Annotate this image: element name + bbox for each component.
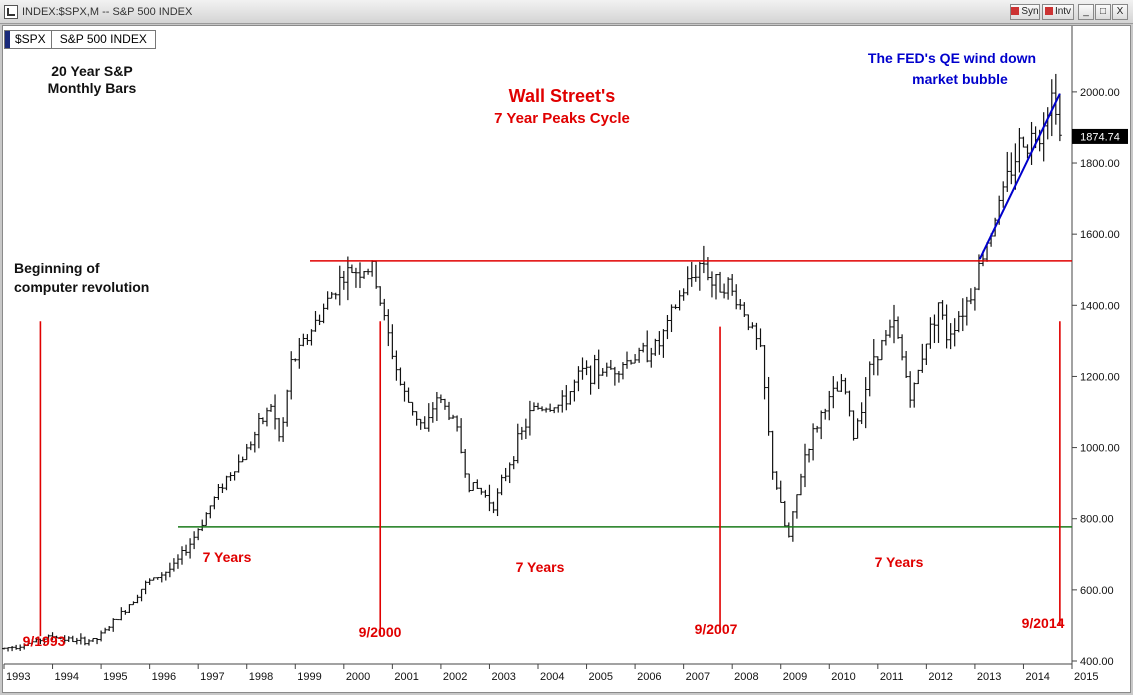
x-tick-label: 1995	[103, 671, 127, 683]
x-tick-label: 2012	[928, 671, 952, 683]
x-tick-label: 2001	[394, 671, 418, 683]
chart-note-line2: Monthly Bars	[48, 80, 137, 96]
interval-indicator-icon	[1044, 7, 1053, 15]
x-tick-label: 1999	[297, 671, 321, 683]
cycle-label-1: 7 Years	[203, 549, 252, 565]
y-tick-label: 2000.00	[1080, 87, 1120, 99]
computer-annotation-line2: computer revolution	[14, 279, 149, 295]
x-tick-label: 2000	[346, 671, 370, 683]
peak-label-2014: 9/2014	[1022, 615, 1065, 631]
x-tick-label: 1997	[200, 671, 224, 683]
chart-frame	[2, 25, 1131, 693]
x-tick-label: 2003	[491, 671, 515, 683]
peak-label-1993: 9/1993	[23, 633, 66, 649]
x-tick-label: 2015	[1074, 671, 1098, 683]
last-price-value: 1874.74	[1080, 131, 1120, 143]
symbol-ticker: $SPX	[10, 31, 52, 48]
x-tick-label: 2005	[589, 671, 613, 683]
x-tick-label: 2011	[880, 671, 904, 683]
x-tick-label: 2013	[977, 671, 1001, 683]
qe-annotation-line2: market bubble	[912, 71, 1008, 87]
x-tick-label: 2007	[686, 671, 710, 683]
y-tick-label: 1000.00	[1080, 443, 1120, 455]
symbol-name: S&P 500 INDEX	[59, 32, 147, 46]
x-tick-label: 1993	[6, 671, 30, 683]
minimize-button[interactable]: _	[1078, 4, 1094, 20]
maximize-button[interactable]: □	[1095, 4, 1111, 20]
x-tick-label: 1998	[249, 671, 273, 683]
x-tick-label: 2002	[443, 671, 467, 683]
chart-note-line1: 20 Year S&P	[51, 63, 132, 79]
y-tick-label: 400.00	[1080, 656, 1114, 668]
y-tick-label: 1600.00	[1080, 229, 1120, 241]
y-tick-label: 800.00	[1080, 514, 1114, 526]
x-tick-label: 2008	[734, 671, 758, 683]
chart-subtitle: 7 Year Peaks Cycle	[494, 110, 630, 127]
y-tick-label: 600.00	[1080, 585, 1114, 597]
window-title: INDEX:$SPX,M -- S&P 500 INDEX	[22, 6, 193, 18]
peak-label-2007: 9/2007	[695, 621, 738, 637]
x-tick-label: 2010	[831, 671, 855, 683]
chart-app-icon	[4, 5, 18, 19]
cycle-label-2: 7 Years	[516, 559, 565, 575]
x-tick-label: 1994	[55, 671, 79, 683]
close-button[interactable]: X	[1112, 4, 1128, 20]
chart-title: Wall Street's	[509, 86, 616, 106]
sync-label: Syn	[1021, 6, 1039, 17]
interval-button[interactable]: Intv	[1042, 4, 1074, 20]
last-price-marker: 1874.74	[1072, 128, 1128, 144]
computer-annotation-line1: Beginning of	[14, 260, 100, 276]
x-tick-label: 2009	[783, 671, 807, 683]
y-tick-label: 1400.00	[1080, 300, 1120, 312]
y-tick-label: 1200.00	[1080, 371, 1120, 383]
x-tick-label: 2006	[637, 671, 661, 683]
x-tick-label: 2014	[1025, 671, 1049, 683]
y-tick-label: 1800.00	[1080, 158, 1120, 170]
peak-label-2000: 9/2000	[359, 624, 402, 640]
symbol-color-swatch	[5, 31, 10, 48]
cycle-label-3: 7 Years	[875, 554, 924, 570]
sync-indicator-icon	[1011, 7, 1020, 15]
qe-annotation-line1: The FED's QE wind down	[868, 50, 1036, 66]
symbol-box[interactable]: $SPX S&P 500 INDEX	[4, 30, 156, 49]
sync-button[interactable]: Syn	[1010, 4, 1040, 20]
overlay-lines	[39, 93, 1072, 637]
qe-trendline	[978, 93, 1061, 260]
interval-label: Intv	[1054, 6, 1072, 17]
window-titlebar: INDEX:$SPX,M -- S&P 500 INDEX Syn Intv _…	[0, 0, 1133, 24]
x-tick-label: 1996	[152, 671, 176, 683]
x-tick-label: 2004	[540, 671, 564, 683]
